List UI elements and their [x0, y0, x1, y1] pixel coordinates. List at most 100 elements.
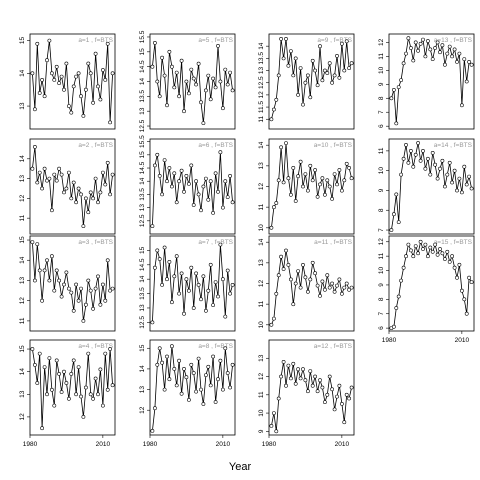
data-point	[455, 60, 459, 64]
data-point	[230, 362, 235, 367]
y-tick-label: 15	[139, 344, 146, 352]
data-point	[349, 385, 354, 390]
data-point	[52, 78, 57, 82]
y-tick-label: 12	[258, 373, 265, 381]
data-point	[347, 287, 352, 292]
data-point	[457, 51, 462, 56]
data-point	[305, 289, 310, 294]
data-point	[310, 260, 315, 265]
data-point	[339, 291, 344, 296]
y-tick-label: 14	[19, 155, 26, 163]
data-point	[303, 172, 308, 177]
data-point	[416, 141, 421, 145]
data-point	[413, 40, 418, 45]
data-point	[155, 248, 160, 253]
data-point	[452, 168, 457, 173]
data-point	[172, 171, 177, 176]
data-point	[310, 383, 315, 388]
data-point	[33, 144, 37, 149]
data-point	[425, 254, 430, 259]
data-point	[220, 106, 225, 111]
panel: a=8 , f=BTS 12 13 14 15 1980 2010	[139, 339, 236, 448]
y-tick-label: 7	[378, 312, 385, 316]
panel-frame	[29, 235, 116, 332]
x-tick-label: 2010	[216, 441, 231, 448]
y-tick-label: 8	[378, 297, 385, 301]
data-point	[201, 121, 206, 126]
data-point	[76, 71, 81, 76]
data-point	[169, 344, 174, 349]
panel-frame	[29, 138, 116, 235]
data-point	[152, 41, 157, 45]
data-point	[206, 288, 211, 293]
data-point	[442, 184, 447, 189]
data-point	[339, 41, 344, 46]
data-point	[315, 389, 320, 394]
data-point	[103, 351, 108, 356]
data-point	[179, 271, 184, 276]
data-point	[418, 41, 423, 46]
data-point	[220, 205, 225, 210]
data-point	[110, 172, 115, 177]
data-point	[303, 275, 308, 280]
data-point	[47, 278, 52, 283]
data-point	[42, 365, 47, 370]
data-point	[30, 347, 35, 351]
data-point	[62, 87, 66, 92]
panel-title: a=2 , f=BTS	[78, 142, 113, 149]
panel-frame	[388, 33, 475, 130]
data-point	[423, 242, 428, 247]
data-point	[223, 314, 228, 319]
data-point	[33, 107, 37, 112]
data-point	[464, 311, 469, 316]
y-tick-label: 7	[378, 228, 385, 232]
data-point	[408, 148, 413, 153]
data-point	[30, 240, 35, 245]
data-point	[152, 406, 157, 411]
data-point	[196, 282, 201, 287]
data-point	[274, 429, 279, 434]
data-point	[194, 82, 199, 87]
data-point	[172, 274, 177, 279]
panel-frame	[268, 339, 355, 436]
data-point	[228, 70, 233, 75]
panel-title: a=9 , f=BTS	[317, 37, 352, 44]
data-point	[327, 374, 332, 379]
data-point	[433, 46, 438, 50]
data-point	[438, 50, 442, 55]
data-point	[162, 387, 167, 392]
data-point	[194, 271, 199, 276]
data-point	[284, 383, 288, 388]
data-point	[276, 273, 281, 278]
data-point	[64, 61, 69, 66]
data-point	[320, 385, 325, 390]
data-point	[318, 182, 322, 187]
data-point	[52, 403, 57, 408]
data-point	[186, 288, 191, 293]
panel-frame	[388, 138, 475, 235]
data-point	[211, 303, 216, 308]
data-point	[182, 311, 186, 316]
data-point	[93, 176, 98, 181]
data-point	[335, 283, 339, 288]
data-point	[455, 275, 459, 280]
data-point	[186, 91, 191, 96]
data-point	[411, 254, 416, 259]
data-point	[421, 247, 425, 251]
y-tick-label: 12.5	[258, 76, 265, 89]
data-point	[428, 172, 433, 177]
data-point	[425, 156, 430, 161]
data-point	[169, 184, 174, 189]
data-point	[447, 44, 452, 49]
data-point	[86, 210, 91, 215]
data-point	[462, 164, 467, 169]
panel-title: a=12 , f=BTS	[314, 343, 353, 350]
y-tick-label: 11	[258, 115, 265, 122]
y-tick-label: 12.5	[139, 316, 146, 329]
y-tick-label: 11	[378, 147, 385, 154]
data-point	[213, 400, 218, 404]
data-point	[286, 363, 291, 368]
data-point	[67, 396, 71, 401]
data-point	[279, 37, 284, 41]
data-point	[189, 163, 194, 168]
